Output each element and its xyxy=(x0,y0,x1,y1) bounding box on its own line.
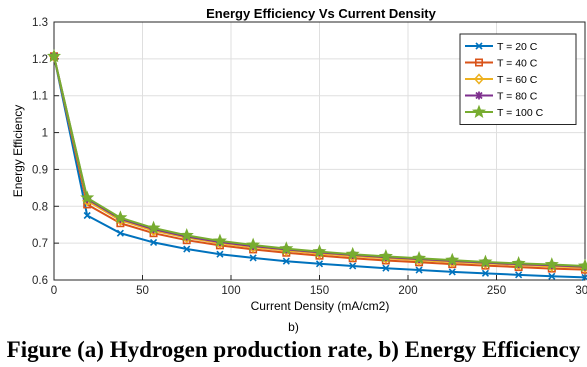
legend-item: T = 40 C xyxy=(465,58,538,70)
series-1 xyxy=(50,52,587,281)
data-point xyxy=(246,237,261,251)
data-point xyxy=(382,264,390,272)
data-point xyxy=(146,220,161,235)
data-point xyxy=(83,211,91,220)
y-tick-label: 0.6 xyxy=(32,275,48,287)
data-point xyxy=(577,258,587,272)
y-tick-label: 1.2 xyxy=(32,54,48,66)
data-point xyxy=(80,190,95,204)
data-point xyxy=(179,228,194,242)
x-tick-label: 50 xyxy=(136,285,149,297)
legend-marker xyxy=(473,73,485,85)
y-tick-label: 0.7 xyxy=(32,238,48,250)
data-point xyxy=(149,238,158,246)
legend-label: T = 60 C xyxy=(497,74,538,86)
legend-marker xyxy=(474,58,483,67)
legend-marker xyxy=(471,104,487,118)
legend-item: T = 20 C xyxy=(465,41,538,53)
data-point xyxy=(378,249,393,263)
data-point xyxy=(315,260,324,268)
y-tick-label: 0.9 xyxy=(32,164,48,176)
data-point xyxy=(116,229,124,237)
legend-label: T = 20 C xyxy=(497,41,538,53)
legend-item: T = 60 C xyxy=(465,73,538,86)
figure-caption: Figure (a) Hydrogen production rate, b) … xyxy=(6,337,581,362)
series-5 xyxy=(46,48,587,272)
y-tick-label: 1 xyxy=(42,128,48,140)
legend: T = 20 C T = 40 C T = 60 C T = 80 C T = 100 … xyxy=(459,33,577,125)
y-tick-label: 1.3 xyxy=(32,17,48,29)
data-point xyxy=(279,241,294,255)
data-point xyxy=(511,256,526,270)
legend-label: T = 80 C xyxy=(497,91,538,103)
x-tick-label: 100 xyxy=(221,285,240,297)
legend-label: T = 40 C xyxy=(497,58,538,70)
x-tick-label: 0 xyxy=(51,285,57,297)
data-point xyxy=(548,272,556,280)
y-axis-label: Energy Efficiency xyxy=(11,105,25,198)
legend-item: T = 80 C xyxy=(465,91,538,103)
legend-item: T = 100 C xyxy=(465,104,544,119)
data-point xyxy=(183,245,191,253)
x-axis-label: Current Density (mA/cm2) xyxy=(251,299,390,313)
chart-title: Energy Efficiency Vs Current Density xyxy=(206,6,437,21)
data-point xyxy=(113,210,128,224)
data-point xyxy=(515,271,523,279)
data-point xyxy=(212,233,227,247)
data-point xyxy=(581,273,587,281)
y-tick-label: 0.8 xyxy=(32,201,48,213)
data-point xyxy=(249,254,257,262)
y-tick-label: 1.1 xyxy=(32,91,48,103)
figure-sublabel: b) xyxy=(288,320,299,334)
data-point xyxy=(448,268,456,276)
x-tick-label: 250 xyxy=(487,285,506,297)
x-tick-label: 150 xyxy=(310,285,329,297)
data-point xyxy=(282,257,290,265)
data-point xyxy=(445,252,460,267)
data-point xyxy=(481,269,490,277)
data-point xyxy=(345,246,360,261)
legend-label: T = 100 C xyxy=(497,107,544,119)
x-tick-label: 300 xyxy=(575,285,587,297)
data-point xyxy=(415,266,423,274)
data-point xyxy=(46,48,62,63)
data-point xyxy=(216,250,224,258)
data-point xyxy=(349,262,357,270)
data-point xyxy=(478,254,493,268)
data-point xyxy=(412,250,427,265)
legend-marker xyxy=(475,42,483,50)
x-tick-label: 200 xyxy=(398,285,417,297)
data-point xyxy=(312,244,327,258)
data-point xyxy=(544,257,559,271)
legend-marker xyxy=(475,91,483,100)
